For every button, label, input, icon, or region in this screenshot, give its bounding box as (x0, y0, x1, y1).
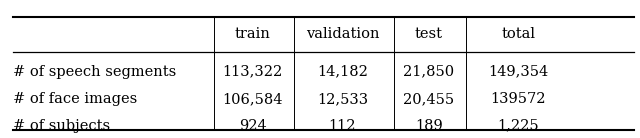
Text: # of speech segments: # of speech segments (13, 65, 176, 79)
Text: test: test (415, 27, 443, 42)
Text: 106,584: 106,584 (223, 92, 283, 106)
Text: 924: 924 (239, 119, 267, 133)
Text: 1,225: 1,225 (497, 119, 540, 133)
Text: 21,850: 21,850 (403, 65, 454, 79)
Text: total: total (501, 27, 536, 42)
Text: validation: validation (306, 27, 379, 42)
Text: # of face images: # of face images (13, 92, 137, 106)
Text: 20,455: 20,455 (403, 92, 454, 106)
Text: # of subjects: # of subjects (13, 119, 110, 133)
Text: 113,322: 113,322 (223, 65, 283, 79)
Text: 189: 189 (415, 119, 443, 133)
Text: 139572: 139572 (491, 92, 546, 106)
Text: 149,354: 149,354 (488, 65, 548, 79)
Text: 14,182: 14,182 (317, 65, 368, 79)
Text: 12,533: 12,533 (317, 92, 368, 106)
Text: train: train (235, 27, 271, 42)
Text: 112: 112 (329, 119, 356, 133)
